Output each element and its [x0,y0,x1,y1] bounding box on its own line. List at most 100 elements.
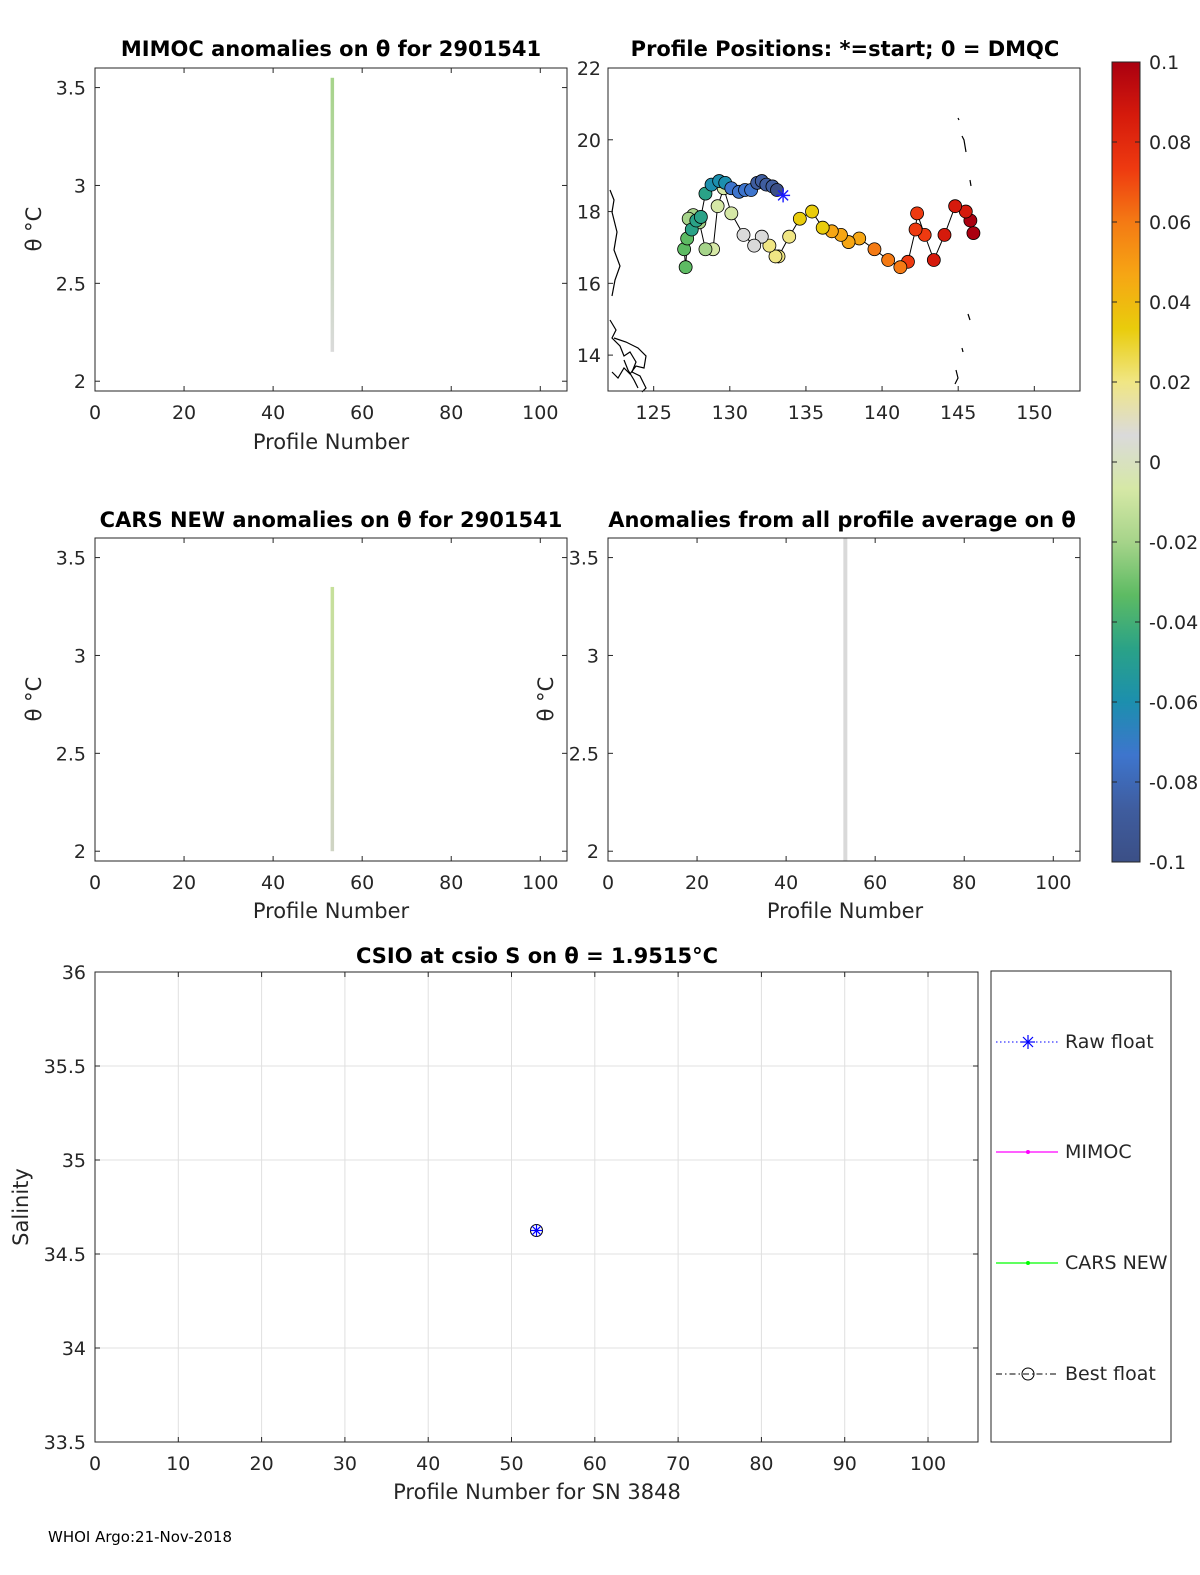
colorbar-tick-label: -0.06 [1149,692,1198,714]
x-tick-label: 60 [350,402,374,424]
cars-xlabel: Profile Number [253,899,410,923]
colorbar-tick-label: 0.1 [1149,52,1179,74]
allavg-title: Anomalies from all profile average on θ [608,508,1076,532]
profile-point [966,226,981,240]
legend-box [990,970,1172,1443]
y-tick-label: 2 [74,841,86,863]
y-tick-label: 2 [74,371,86,393]
profile-point [782,229,797,244]
profile-point [678,260,693,275]
x-tick-label: 0 [602,872,614,894]
profile-point [736,227,751,242]
allavg-panel: Anomalies from all profile average on θ … [534,508,1081,923]
coastline-map [609,117,972,393]
y-tick-label: 33.5 [44,1432,86,1454]
x-tick-label: 100 [522,402,558,424]
x-tick-label: 0 [89,402,101,424]
y-tick-label: 2.5 [569,743,599,765]
profile-point [768,249,783,264]
legend-cars-new: CARS NEW [996,1252,1168,1274]
y-tick-label: 34 [62,1338,86,1360]
colorbar-tick-label: 0 [1149,452,1161,474]
colorbar-tick-label: -0.02 [1149,532,1198,554]
profile-point [948,199,963,214]
profile-point [747,238,762,253]
x-tick-label: 60 [583,1453,607,1475]
mimoc-axes-box [94,67,568,392]
x-tick-label: 145 [940,402,976,424]
x-tick-label: 40 [261,402,285,424]
y-tick-label: 18 [577,202,601,224]
y-tick-label: 3 [74,175,86,197]
allavg-axes-box [607,537,1081,862]
mimoc-panel: MIMOC anomalies on θ for 2901541 0 20 40 60… [22,37,568,454]
x-tick-label: 80 [749,1453,773,1475]
asterisk-icon [1021,1035,1035,1049]
x-tick-label: 150 [1016,402,1052,424]
dot-icon [1026,1150,1030,1154]
x-tick-label: 90 [833,1453,857,1475]
x-tick-label: 40 [261,872,285,894]
y-tick-label: 20 [577,130,601,152]
x-tick-label: 80 [439,872,463,894]
cars-title: CARS NEW anomalies on θ for 2901541 [100,508,563,532]
x-tick-label: 0 [89,1453,101,1475]
y-tick-label: 3.5 [56,548,86,570]
profile-point [926,253,941,267]
x-tick-label: 60 [863,872,887,894]
circle-icon [1021,1367,1035,1381]
csio-panel: CSIO at csio S on θ = 1.9515°C 0 10 20 30 40… [9,944,979,1504]
y-tick-label: 3 [587,645,599,667]
legend: Raw float MIMOC CARS NEW Best float [990,970,1172,1443]
y-tick-label: 2 [587,841,599,863]
mimoc-xlabel: Profile Number [253,430,410,454]
y-tick-label: 16 [577,273,601,295]
anomaly-line [330,586,335,852]
profile-point [937,227,952,242]
colorbar-tick-label: -0.1 [1149,852,1186,874]
x-tick-label: 20 [172,402,196,424]
y-tick-label: 2.5 [56,273,86,295]
cars-ylabel: θ °C [22,677,46,722]
y-tick-label: 14 [577,345,601,367]
x-tick-label: 125 [636,402,672,424]
colorbar-tick-label: 0.06 [1149,212,1191,234]
cars-axes-box [94,537,568,862]
colorbar-tick-label: 0.08 [1149,132,1191,154]
x-tick-label: 140 [864,402,900,424]
profile-point [693,210,708,224]
profile-point [754,229,769,244]
y-tick-label: 3 [74,645,86,667]
anomaly-line [843,538,848,861]
profile-point [792,211,807,226]
profile-point [698,242,713,257]
x-tick-label: 100 [1035,872,1071,894]
y-tick-label: 22 [577,58,601,80]
colorbar-tick-label: 0.04 [1149,292,1191,314]
profile-point [881,253,896,267]
csio-ylabel: Salinity [9,1168,33,1246]
legend-raw-float: Raw float [996,1031,1154,1053]
colorbar-tick-label: -0.04 [1149,612,1198,634]
x-tick-label: 70 [666,1453,690,1475]
legend-label-raw-float: Raw float [1065,1031,1154,1053]
profile-point [710,199,725,214]
legend-label-cars-new: CARS NEW [1065,1252,1168,1274]
profile-point [805,204,819,219]
profile-point [815,220,830,235]
x-tick-label: 80 [952,872,976,894]
x-tick-label: 135 [788,402,824,424]
y-tick-label: 3.5 [56,78,86,100]
x-tick-label: 20 [685,872,709,894]
footer-credit: WHOI Argo:21-Nov-2018 [48,1528,232,1546]
allavg-xlabel: Profile Number [767,899,924,923]
y-tick-label: 35.5 [44,1056,86,1078]
mimoc-ylabel: θ °C [22,207,46,252]
x-tick-label: 0 [89,872,101,894]
mimoc-title: MIMOC anomalies on θ for 2901541 [121,37,541,61]
x-tick-label: 40 [416,1453,440,1475]
positions-panel: Profile Positions: *=start; 0 = DMQC 125… [577,37,1081,424]
x-tick-label: 20 [172,872,196,894]
colorbar: 0.1 0.08 0.06 0.04 0.02 0 -0.02 -0.04 -0.06 -0.08… [1111,52,1198,874]
